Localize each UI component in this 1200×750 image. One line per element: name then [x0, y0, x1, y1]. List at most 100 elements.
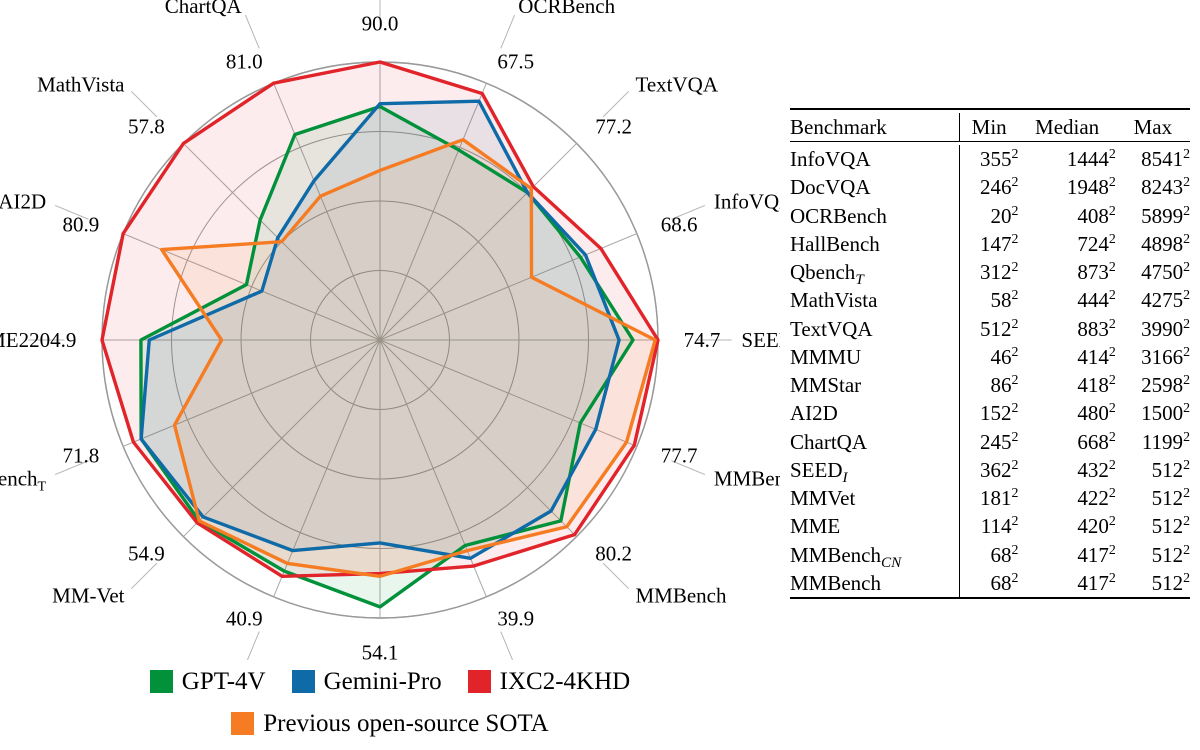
cell-max: 85412: [1141, 146, 1190, 172]
cell-max: 31662: [1141, 343, 1190, 369]
radar-labels: 90.0DocVQA67.5OCRBench77.2TextVQA68.6Inf…: [0, 0, 780, 660]
cell-median: 4172: [1077, 569, 1116, 595]
cell-min: 3622: [958, 455, 1019, 485]
cell-median: 4802: [1077, 400, 1116, 426]
legend-item-gpt-4v[interactable]: GPT-4V: [149, 667, 266, 695]
cell-max: 82432: [1141, 174, 1190, 200]
cell-benchmark: AI2D: [790, 401, 838, 426]
cell-min: 462: [958, 342, 1019, 372]
table-row: AI2D 1522 4802 15002: [790, 399, 1190, 428]
leader-line: [671, 460, 706, 476]
radar-series-lines: [100, 60, 660, 609]
cell-benchmark: HallBench: [790, 231, 880, 256]
cell-max: 39902: [1141, 315, 1190, 341]
table-row: MMVet 1812 4222 5122: [790, 484, 1190, 513]
radar-spoke: [122, 233, 381, 341]
radar-spoke: [273, 82, 381, 341]
radar-spoke: [183, 339, 381, 537]
cell-median: 4442: [1077, 287, 1116, 313]
leader-line: [246, 631, 260, 660]
cell-max: 5122: [1151, 513, 1190, 539]
leader-line: [602, 562, 630, 590]
legend-item-previous-open-source-sota[interactable]: Previous open-source SOTA: [231, 709, 549, 737]
cell-min: 1812: [958, 484, 1019, 513]
legend-item-label: GPT-4V: [181, 667, 266, 695]
table-row: TextVQA 5122 8832 39902: [790, 314, 1190, 343]
axis-name-label: InfoVQA: [714, 190, 780, 214]
legend-item-label: IXC2-4KHD: [499, 667, 631, 695]
cell-max: 42752: [1141, 287, 1190, 313]
axis-name-label: AI2D: [0, 190, 46, 214]
radar-area-gemini-pro: [141, 101, 620, 559]
benchmark-table: Benchmark Min Median Max InfoVQA 3552 14442 854…: [790, 108, 1190, 602]
cell-max: 5122: [1151, 541, 1190, 567]
radar-area-ixc2-4khd: [102, 62, 658, 577]
legend-item-ixc2-4khd[interactable]: IXC2-4KHD: [467, 667, 631, 695]
chart-legend: GPT-4V Gemini-Pro IXC2-4KHD Previous open-…: [0, 660, 780, 750]
axis-value-label: 54.1: [362, 641, 399, 660]
cell-benchmark: ChartQA: [790, 429, 867, 454]
cell-max: 11992: [1141, 428, 1190, 454]
cell-benchmark: MMVet: [790, 486, 856, 511]
axis-name-label: TextVQA: [636, 73, 719, 97]
radar-spoke: [379, 143, 577, 341]
cell-max: 47502: [1141, 259, 1190, 285]
cell-benchmark: OCRBench: [790, 203, 887, 228]
axis-value-label: 67.5: [497, 49, 534, 73]
cell-benchmark: SEEDI: [790, 457, 848, 486]
cell-benchmark: TextVQA: [790, 316, 873, 341]
radar-spoke: [122, 339, 381, 447]
table-row: HallBench 1472 7242 48982: [790, 229, 1190, 259]
axis-value-label: 77.7: [661, 443, 698, 467]
table-row: MMStar 862 4182 25982: [790, 371, 1190, 400]
radar-spoke: [379, 233, 638, 341]
cell-median: 4222: [1077, 485, 1116, 511]
cell-benchmark: MathVista: [790, 288, 878, 313]
radar-spoke: [379, 339, 638, 447]
cell-benchmark: MMBench: [790, 570, 881, 595]
radar-leader-lines: [28, 0, 732, 660]
radar-chart: 90.0DocVQA67.5OCRBench77.2TextVQA68.6Inf…: [0, 0, 780, 660]
cell-max: 48982: [1141, 230, 1190, 256]
table-header-row: Benchmark Min Median Max: [790, 113, 1190, 142]
table-header-rule: [790, 141, 1190, 146]
legend-color-swatch: [149, 669, 173, 693]
legend-item-gemini-pro[interactable]: Gemini-Pro: [291, 669, 442, 694]
axis-value-label: 77.2: [595, 115, 632, 139]
axis-name-label: MMBenchCN: [714, 466, 780, 494]
table-row: MMBench 682 4172 5122: [790, 568, 1190, 598]
cell-median: 4172: [1077, 541, 1116, 567]
cell-median: 7242: [1077, 230, 1116, 256]
axis-value-label: 2204.9: [19, 328, 77, 352]
leader-line: [500, 631, 514, 660]
cell-median: 8832: [1077, 315, 1116, 341]
legend-item-label: Previous open-source SOTA: [263, 709, 549, 737]
cell-max: 5122: [1151, 456, 1190, 482]
radar-line-previous-open-source-sota: [159, 137, 657, 578]
axis-name-label: ChartQA: [165, 0, 243, 18]
radar-area-gpt-4v: [140, 106, 633, 607]
cell-benchmark: MME: [790, 514, 841, 539]
table-row: ChartQA 2452 6682 11992: [790, 427, 1190, 456]
radar-line-gpt-4v: [139, 104, 635, 609]
axis-value-label: 39.9: [497, 607, 534, 631]
column-header-median: Median: [1035, 115, 1100, 139]
cell-max: 5122: [1151, 485, 1190, 511]
cell-min: 3122: [958, 258, 1019, 287]
column-header-benchmark: Benchmark: [790, 115, 887, 139]
cell-median: 19482: [1066, 174, 1116, 200]
leader-line: [244, 14, 260, 49]
legend-color-swatch: [231, 711, 255, 735]
cell-min: 682: [958, 540, 1019, 569]
axis-name-label: QBenchT: [0, 466, 47, 494]
legend-row-secondary: Previous open-source SOTA: [0, 702, 780, 744]
radar-spoke: [379, 82, 487, 341]
cell-min: 862: [958, 371, 1019, 400]
cell-max: 5122: [1151, 569, 1190, 595]
column-header-max: Max: [1133, 115, 1173, 139]
axis-value-label: 80.9: [63, 213, 100, 237]
axis-name-label: SEEDI: [741, 328, 780, 356]
table-row: MME 1142 4202 5122: [790, 512, 1190, 541]
cell-min: 1472: [958, 229, 1019, 259]
axis-name-label: MMBench: [636, 584, 727, 608]
